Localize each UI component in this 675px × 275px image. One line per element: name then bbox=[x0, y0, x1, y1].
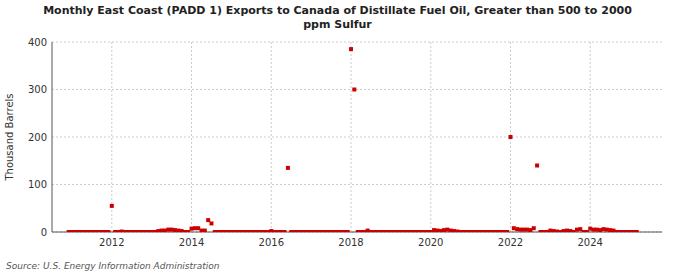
x-tick-label: 2012 bbox=[99, 237, 124, 248]
x-grid-line bbox=[271, 42, 272, 232]
y-axis-line bbox=[52, 42, 53, 232]
x-tick-label: 2014 bbox=[179, 237, 204, 248]
point bbox=[203, 229, 207, 232]
x-grid-line bbox=[191, 42, 192, 232]
y-grid-line bbox=[52, 184, 662, 185]
y-tick-label: 0 bbox=[41, 227, 47, 238]
title: Monthly East Coast (PADD 1) Exports to C… bbox=[43, 4, 632, 31]
grid bbox=[52, 42, 662, 232]
y-axis-label: Thousand Barrels bbox=[4, 93, 15, 181]
points bbox=[67, 47, 639, 232]
y-grid-line bbox=[52, 137, 662, 138]
point bbox=[505, 230, 509, 232]
x-grid-line bbox=[430, 42, 431, 232]
y-tick-label: 300 bbox=[28, 84, 47, 95]
title-line: Monthly East Coast (PADD 1) Exports to C… bbox=[43, 4, 632, 17]
y-grid-line bbox=[52, 89, 662, 90]
point bbox=[209, 221, 213, 225]
x-tick-label: 2018 bbox=[338, 237, 363, 248]
title-line: ppm Sulfur bbox=[303, 18, 372, 31]
point bbox=[106, 230, 110, 232]
point bbox=[110, 204, 114, 208]
x-tick-label: 2016 bbox=[259, 237, 284, 248]
point bbox=[283, 230, 287, 232]
x-tick-label: 2020 bbox=[418, 237, 443, 248]
chart: Monthly East Coast (PADD 1) Exports to C… bbox=[0, 0, 675, 275]
y-tick-label: 200 bbox=[28, 132, 47, 143]
point bbox=[349, 47, 353, 51]
x-tick-label: 2024 bbox=[578, 237, 603, 248]
x-grid-line bbox=[590, 42, 591, 232]
y-grid-line bbox=[52, 42, 662, 43]
point bbox=[635, 230, 639, 232]
point bbox=[532, 226, 536, 230]
point bbox=[535, 164, 539, 168]
x-tick-label: 2022 bbox=[498, 237, 523, 248]
point bbox=[508, 135, 512, 139]
x-grid-line bbox=[351, 42, 352, 232]
source: Source: U.S. Energy Information Administ… bbox=[6, 261, 220, 271]
point bbox=[352, 88, 356, 92]
y-tick-label: 100 bbox=[28, 179, 47, 190]
point bbox=[346, 230, 350, 232]
x-grid-line bbox=[111, 42, 112, 232]
point bbox=[286, 166, 290, 170]
y-tick-label: 400 bbox=[28, 37, 47, 48]
